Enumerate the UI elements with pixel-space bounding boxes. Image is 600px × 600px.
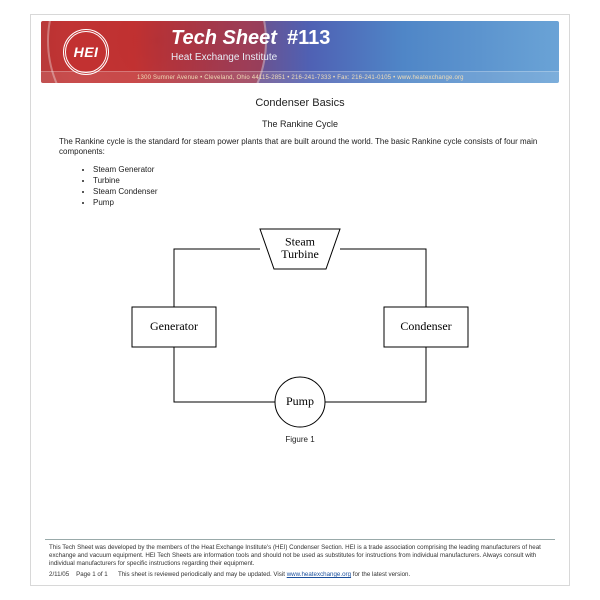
banner-title: Tech Sheet — [171, 27, 277, 50]
footer-review-text: This sheet is reviewed periodically and … — [118, 571, 287, 578]
footer-disclaimer: This Tech Sheet was developed by the mem… — [49, 544, 551, 567]
diagram-svg: SteamTurbineGeneratorCondenserPump — [120, 221, 480, 431]
section-title: The Rankine Cycle — [59, 119, 541, 129]
rankine-cycle-diagram: SteamTurbineGeneratorCondenserPump — [120, 221, 480, 431]
svg-text:Pump: Pump — [286, 393, 314, 407]
header-banner: HEI Tech Sheet #113 Heat Exchange Instit… — [41, 21, 559, 83]
component-item: Turbine — [93, 175, 541, 186]
component-item: Steam Condenser — [93, 186, 541, 197]
footer-review-tail: for the latest version. — [351, 571, 410, 578]
hei-logo: HEI — [63, 29, 109, 75]
footer-date: 2/11/05 — [49, 571, 69, 578]
svg-text:Condenser: Condenser — [400, 318, 451, 332]
footer-link[interactable]: www.heatexchange.org — [287, 571, 351, 578]
content-area: Condenser Basics The Rankine Cycle The R… — [31, 83, 569, 539]
document-title: Condenser Basics — [59, 97, 541, 109]
page: HEI Tech Sheet #113 Heat Exchange Instit… — [30, 14, 570, 586]
component-list: Steam GeneratorTurbineSteam CondenserPum… — [93, 164, 541, 209]
sheet-number: #113 — [287, 27, 330, 50]
svg-text:Turbine: Turbine — [281, 247, 319, 261]
footer: This Tech Sheet was developed by the mem… — [31, 540, 569, 585]
component-item: Steam Generator — [93, 164, 541, 175]
figure-caption: Figure 1 — [59, 435, 541, 444]
footer-page: Page 1 of 1 — [76, 571, 108, 578]
address-bar: 1300 Sumner Avenue • Cleveland, Ohio 441… — [41, 71, 559, 83]
component-item: Pump — [93, 197, 541, 208]
footer-review-line: 2/11/05 Page 1 of 1 This sheet is review… — [49, 571, 551, 579]
banner-title-block: Tech Sheet #113 Heat Exchange Institute — [171, 27, 330, 63]
banner-subtitle: Heat Exchange Institute — [171, 52, 330, 63]
svg-text:Generator: Generator — [150, 318, 198, 332]
intro-paragraph: The Rankine cycle is the standard for st… — [59, 137, 541, 158]
